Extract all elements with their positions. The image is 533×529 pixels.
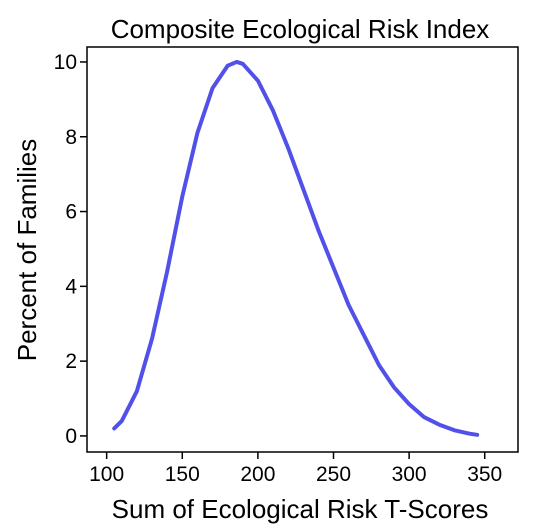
y-tick-label: 8 [65, 126, 77, 149]
line-series [112, 59, 480, 437]
y-tick-label: 0 [65, 425, 77, 448]
y-tick-label: 4 [65, 275, 77, 298]
x-tick-label: 150 [165, 463, 200, 486]
y-axis-title: Percent of Families [12, 139, 42, 362]
y-tick-label: 2 [65, 350, 77, 373]
y-tick-label: 10 [54, 51, 77, 74]
x-tick-label: 200 [240, 463, 275, 486]
x-tick-label: 300 [392, 463, 427, 486]
y-tick-label: 6 [65, 201, 77, 224]
plot-frame [86, 46, 519, 453]
x-axis-title: Sum of Ecological Risk T-Scores [112, 494, 489, 524]
chart-title: Composite Ecological Risk Index [111, 14, 490, 44]
x-tick-label: 250 [316, 463, 351, 486]
x-tick-label: 100 [89, 463, 124, 486]
x-tick-label: 350 [467, 463, 502, 486]
